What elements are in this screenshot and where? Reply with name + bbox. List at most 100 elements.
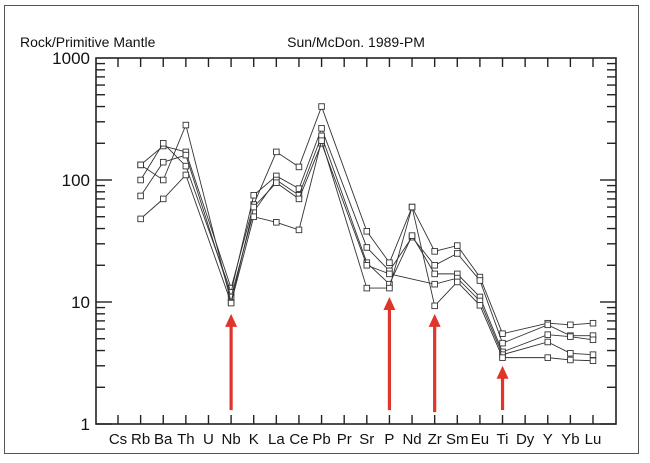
data-point: [159, 195, 167, 203]
x-tick-label: Sr: [359, 431, 374, 448]
data-point: [544, 354, 552, 361]
data-point: [137, 161, 144, 169]
data-point: [273, 219, 280, 226]
red-arrow-head-nb: [225, 313, 238, 327]
series-lines: [137, 103, 597, 364]
red-arrow-head-zr: [428, 313, 441, 327]
x-tick-label: P: [384, 431, 394, 448]
data-point: [544, 321, 552, 329]
data-point: [250, 203, 257, 211]
data-point: [567, 350, 574, 357]
y-tick-label: 1: [81, 415, 90, 434]
data-point: [408, 203, 416, 211]
x-tick-label: Zr: [428, 431, 442, 448]
red-arrow-head-ti: [496, 365, 509, 379]
chart-frame: [4, 5, 639, 454]
data-point: [431, 248, 438, 255]
data-point: [589, 357, 597, 364]
data-point: [137, 215, 144, 223]
data-point: [544, 338, 552, 346]
series-line-3: [140, 134, 594, 353]
data-point: [182, 121, 190, 129]
data-point: [250, 213, 257, 220]
chart-title: Sun/McDon. 1989-PM: [287, 34, 425, 50]
data-point: [159, 140, 167, 147]
data-point: [295, 195, 303, 203]
data-point: [137, 176, 144, 184]
data-point: [227, 299, 235, 307]
x-tick-label: Dy: [516, 431, 535, 448]
series-line-2: [140, 127, 593, 344]
data-point: [567, 321, 574, 329]
data-point: [363, 228, 371, 235]
data-point: [431, 302, 438, 310]
x-tick-label: Yb: [561, 431, 579, 448]
data-point: [589, 319, 597, 327]
data-point: [431, 262, 438, 269]
data-point: [363, 262, 371, 269]
x-tick-label: U: [203, 431, 214, 448]
data-point: [182, 171, 190, 179]
red-arrow-head-p: [383, 296, 396, 310]
data-point: [454, 242, 461, 249]
data-point: [499, 354, 506, 361]
x-tick-label: La: [268, 431, 285, 448]
data-point: [454, 250, 461, 257]
data-point: [386, 284, 393, 292]
x-tick-label: Sm: [446, 431, 469, 448]
data-point: [567, 356, 574, 364]
series-line-1: [140, 105, 594, 335]
x-tick-label: Ba: [154, 431, 173, 448]
data-point: [589, 336, 597, 344]
data-point: [182, 162, 190, 170]
y-tick-label: 1000: [52, 49, 90, 68]
data-point: [408, 232, 416, 239]
data-point: [431, 270, 438, 278]
data-point: [295, 226, 303, 234]
data-point: [137, 192, 144, 200]
data-point: [273, 179, 280, 186]
x-tick-label: Pr: [337, 431, 352, 448]
x-tick-label: Y: [543, 431, 553, 448]
x-tick-label: Ti: [497, 431, 509, 448]
data-point: [363, 244, 371, 251]
x-tick-label: Cs: [109, 431, 127, 448]
data-point: [182, 151, 190, 159]
x-tick-label: Nb: [222, 431, 241, 448]
x-tick-label: Eu: [471, 431, 489, 448]
data-point: [386, 259, 393, 266]
axes: 1 10 100 1000 Cs Rb Ba Th U Nb K La Ce Pb Pr Sr P Nd Zr Sm E…: [52, 49, 617, 448]
x-tick-label: Pb: [312, 431, 330, 448]
data-point: [295, 163, 303, 171]
data-point: [476, 302, 484, 309]
series-line-5: [140, 139, 594, 362]
x-tick-label: Lu: [585, 431, 602, 448]
data-point: [273, 148, 280, 156]
data-point: [454, 278, 461, 286]
annotation-arrows: [225, 296, 509, 413]
data-point: [318, 103, 325, 110]
y-tick-label: 100: [62, 171, 90, 190]
data-point: [476, 277, 484, 284]
x-tick-label: Rb: [131, 431, 150, 448]
data-point: [250, 191, 257, 199]
plot-area-border: [95, 57, 617, 425]
y-axis-title: Rock/Primitive Mantle: [20, 34, 156, 50]
data-point: [318, 125, 325, 132]
data-point: [318, 137, 325, 144]
x-tick-label: Ce: [289, 431, 308, 448]
x-tick-label: Th: [177, 431, 195, 448]
data-point: [363, 284, 371, 292]
data-point: [431, 280, 438, 288]
data-point: [499, 339, 506, 347]
x-tick-label: Nd: [402, 431, 421, 448]
data-point: [159, 176, 167, 184]
data-point: [499, 330, 506, 337]
data-point: [544, 331, 552, 338]
data-point: [589, 351, 597, 358]
data-point: [159, 158, 167, 166]
x-tick-label: K: [249, 431, 259, 448]
data-point: [567, 333, 574, 340]
y-tick-label: 10: [71, 293, 90, 312]
